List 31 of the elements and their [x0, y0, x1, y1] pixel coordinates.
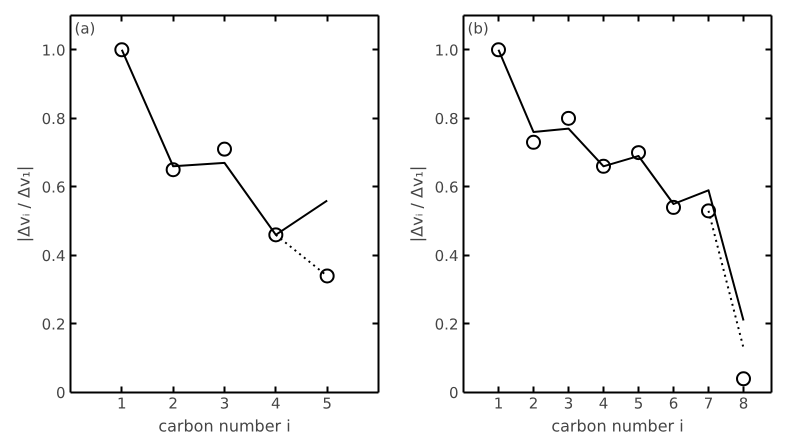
- x-axis-title: carbon number i: [158, 416, 291, 436]
- x-tick-label: 5: [322, 394, 332, 412]
- x-tick-label: 2: [528, 394, 538, 412]
- x-tick-label: 1: [117, 394, 127, 412]
- x-tick-label: 5: [634, 394, 644, 412]
- y-tick-label: 1.0: [434, 41, 459, 60]
- x-tick-label: 3: [220, 394, 230, 412]
- y-axis-title: |Δvᵢ / Δv₁|: [14, 166, 34, 242]
- x-tick-label: 2: [168, 394, 178, 412]
- chart-title: (a): [74, 20, 96, 38]
- y-tick-label: 0: [448, 384, 459, 402]
- y-tick-label: 0: [56, 384, 66, 402]
- x-tick-label: 4: [271, 394, 281, 412]
- x-tick-label: 7: [704, 394, 714, 412]
- y-axis-title: |Δvᵢ / Δv₁|: [408, 166, 427, 242]
- y-tick-label: 0.4: [434, 246, 459, 265]
- y-tick-label: 0.6: [42, 178, 66, 196]
- y-tick-label: 0.6: [434, 178, 459, 196]
- x-tick-label: 4: [598, 394, 608, 412]
- x-tick-label: 6: [668, 394, 678, 412]
- x-tick-label: 3: [564, 394, 574, 412]
- y-tick-label: 0.2: [434, 315, 459, 334]
- y-tick-label: 0.4: [42, 246, 66, 265]
- chart-title: (b): [468, 20, 489, 38]
- x-tick-label: 1: [494, 394, 504, 412]
- y-tick-label: 0.8: [42, 110, 66, 128]
- y-tick-label: 0.2: [42, 315, 66, 334]
- x-axis-title: carbon number i: [551, 416, 684, 436]
- x-tick-label: 8: [738, 394, 748, 412]
- y-tick-label: 0.8: [434, 110, 459, 128]
- y-tick-label: 1.0: [42, 41, 66, 60]
